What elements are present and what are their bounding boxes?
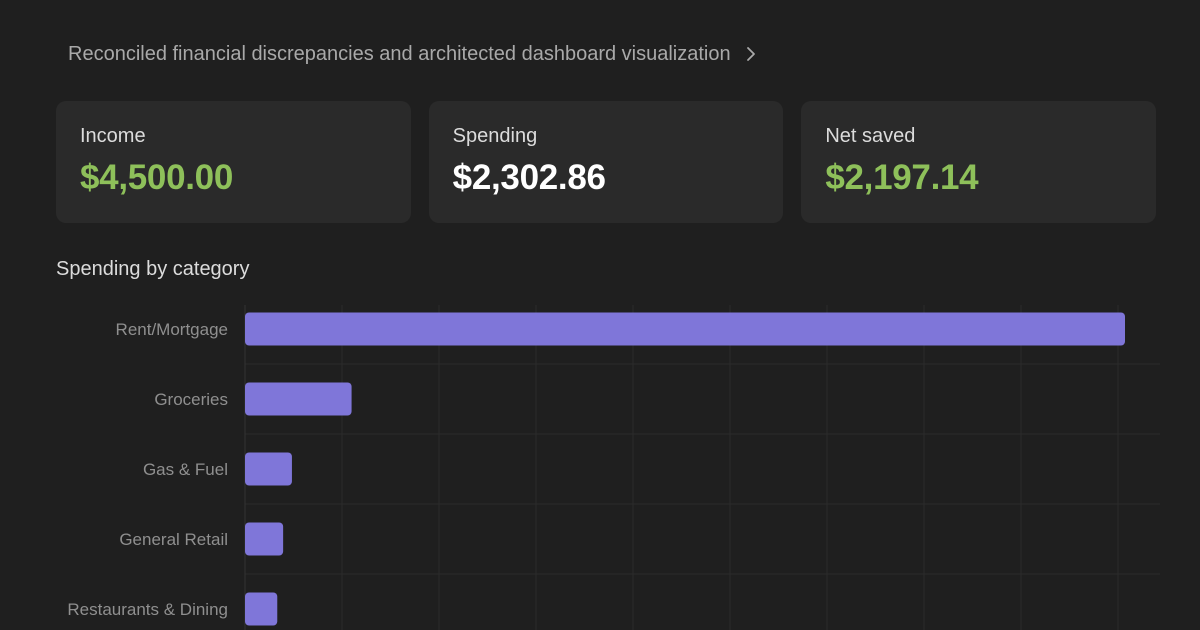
summary-cards: Income $4,500.00 Spending $2,302.86 Net … xyxy=(56,101,1157,223)
bar-restaurants-dining[interactable] xyxy=(245,592,278,626)
category-label: Restaurants & Dining xyxy=(67,600,228,619)
bar-general-retail[interactable] xyxy=(245,522,284,556)
net-saved-card: Net saved $2,197.14 xyxy=(801,101,1157,223)
category-label: Rent/Mortgage xyxy=(116,320,228,339)
breadcrumb[interactable]: Reconciled financial discrepancies and a… xyxy=(68,40,759,68)
net-saved-label: Net saved xyxy=(825,125,916,147)
bar-rent-mortgage[interactable] xyxy=(245,312,1125,346)
spending-label: Spending xyxy=(452,125,538,147)
category-label: Gas & Fuel xyxy=(143,460,228,479)
bar-groceries[interactable] xyxy=(245,382,352,416)
breadcrumb-text[interactable]: Reconciled financial discrepancies and a… xyxy=(68,42,731,65)
bar-gas-fuel[interactable] xyxy=(245,452,292,486)
net-saved-value: $2,197.14 xyxy=(825,158,979,197)
section-title: Spending by category xyxy=(56,258,250,280)
spending-chart-svg: Rent/Mortgage Groceries Gas & Fuel General … xyxy=(67,305,1160,630)
spending-value: $2,302.86 xyxy=(452,158,606,197)
income-label: Income xyxy=(80,125,146,147)
spending-chart: Rent/Mortgage Groceries Gas & Fuel General … xyxy=(0,295,1200,630)
income-value: $4,500.00 xyxy=(80,158,234,197)
category-label: Groceries xyxy=(154,390,228,409)
spending-card: Spending $2,302.86 xyxy=(428,101,784,223)
chevron-right-icon[interactable] xyxy=(743,46,759,62)
category-label: General Retail xyxy=(119,530,228,549)
income-card: Income $4,500.00 xyxy=(56,101,411,223)
